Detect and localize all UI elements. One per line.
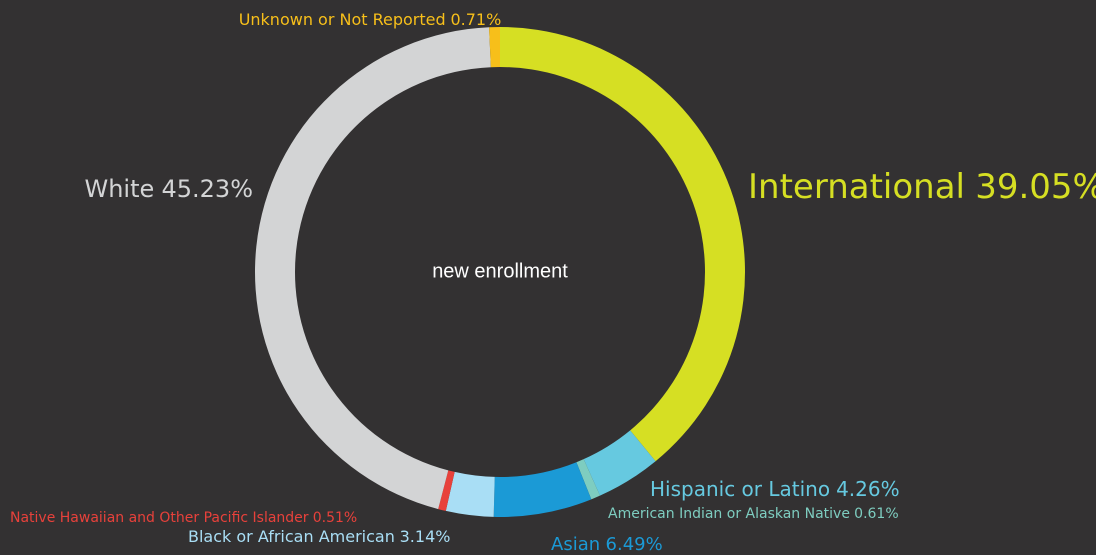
center-label: new enrollment [432, 260, 568, 282]
segment-name: Black or African American [188, 527, 395, 546]
segment-value: 6.49% [606, 534, 663, 555]
donut-segment [583, 430, 656, 496]
segment-value: 45.23% [161, 175, 253, 203]
segment-value: 0.71% [450, 10, 501, 29]
segment-value: 3.14% [400, 527, 451, 546]
segment-name: Native Hawaiian and Other Pacific Island… [10, 510, 309, 526]
segment-value: 0.61% [854, 506, 898, 522]
segment-value: 4.26% [836, 477, 900, 501]
donut-segment [445, 471, 495, 517]
segment-name: Hispanic or Latino [650, 477, 830, 501]
segment-value: 0.51% [313, 510, 357, 526]
donut-segment [493, 462, 592, 517]
donut-segment [254, 27, 491, 510]
segment-name: White [84, 175, 154, 203]
donut-segment [438, 470, 455, 511]
segment-value: 39.05% [975, 167, 1096, 207]
segment-name: American Indian or Alaskan Native [608, 506, 850, 522]
segment-label: Asian 6.49% [551, 534, 663, 555]
donut-segment [576, 459, 600, 500]
segment-name: International [748, 167, 965, 207]
segment-label: Hispanic or Latino 4.26% [650, 477, 900, 501]
segment-label: Native Hawaiian and Other Pacific Island… [10, 510, 357, 526]
segment-name: Asian [551, 534, 600, 555]
segment-label: White 45.23% [84, 175, 253, 203]
segment-label: American Indian or Alaskan Native 0.61% [608, 506, 899, 522]
donut-segment [489, 27, 500, 68]
segment-label: Black or African American 3.14% [188, 527, 450, 546]
segment-label: Unknown or Not Reported 0.71% [239, 10, 502, 29]
segment-label: International 39.05% [748, 167, 1096, 207]
donut-segment [500, 27, 745, 462]
segment-name: Unknown or Not Reported [239, 10, 446, 29]
